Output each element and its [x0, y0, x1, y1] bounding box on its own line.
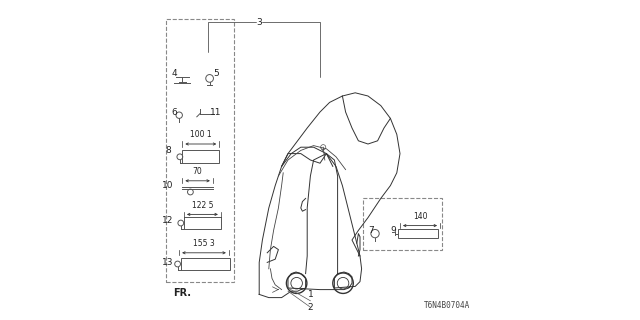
Text: 11: 11	[211, 108, 221, 116]
Text: 70: 70	[193, 167, 202, 176]
Text: 12: 12	[163, 216, 173, 225]
Text: 3: 3	[257, 18, 262, 27]
Bar	[166, 19, 234, 282]
Bar	[364, 198, 442, 250]
Bar	[184, 217, 221, 229]
Bar	[182, 150, 219, 163]
Text: 155 3: 155 3	[193, 239, 215, 248]
Text: 5: 5	[213, 69, 219, 78]
Text: 122 5: 122 5	[191, 201, 213, 210]
Text: 10: 10	[163, 181, 173, 190]
Bar	[181, 258, 230, 270]
Text: 13: 13	[163, 258, 173, 267]
Text: 140: 140	[413, 212, 428, 221]
Text: 4: 4	[172, 69, 177, 78]
Text: 1: 1	[308, 290, 313, 299]
Bar	[398, 229, 438, 238]
Text: 100 1: 100 1	[190, 130, 212, 139]
Text: T6N4B0704A: T6N4B0704A	[424, 301, 470, 310]
Text: FR.: FR.	[173, 288, 191, 298]
Text: 8: 8	[165, 146, 171, 155]
Text: 9: 9	[391, 226, 396, 235]
Text: 7: 7	[369, 226, 374, 235]
Text: 6: 6	[172, 108, 177, 116]
Text: 2: 2	[308, 303, 313, 312]
